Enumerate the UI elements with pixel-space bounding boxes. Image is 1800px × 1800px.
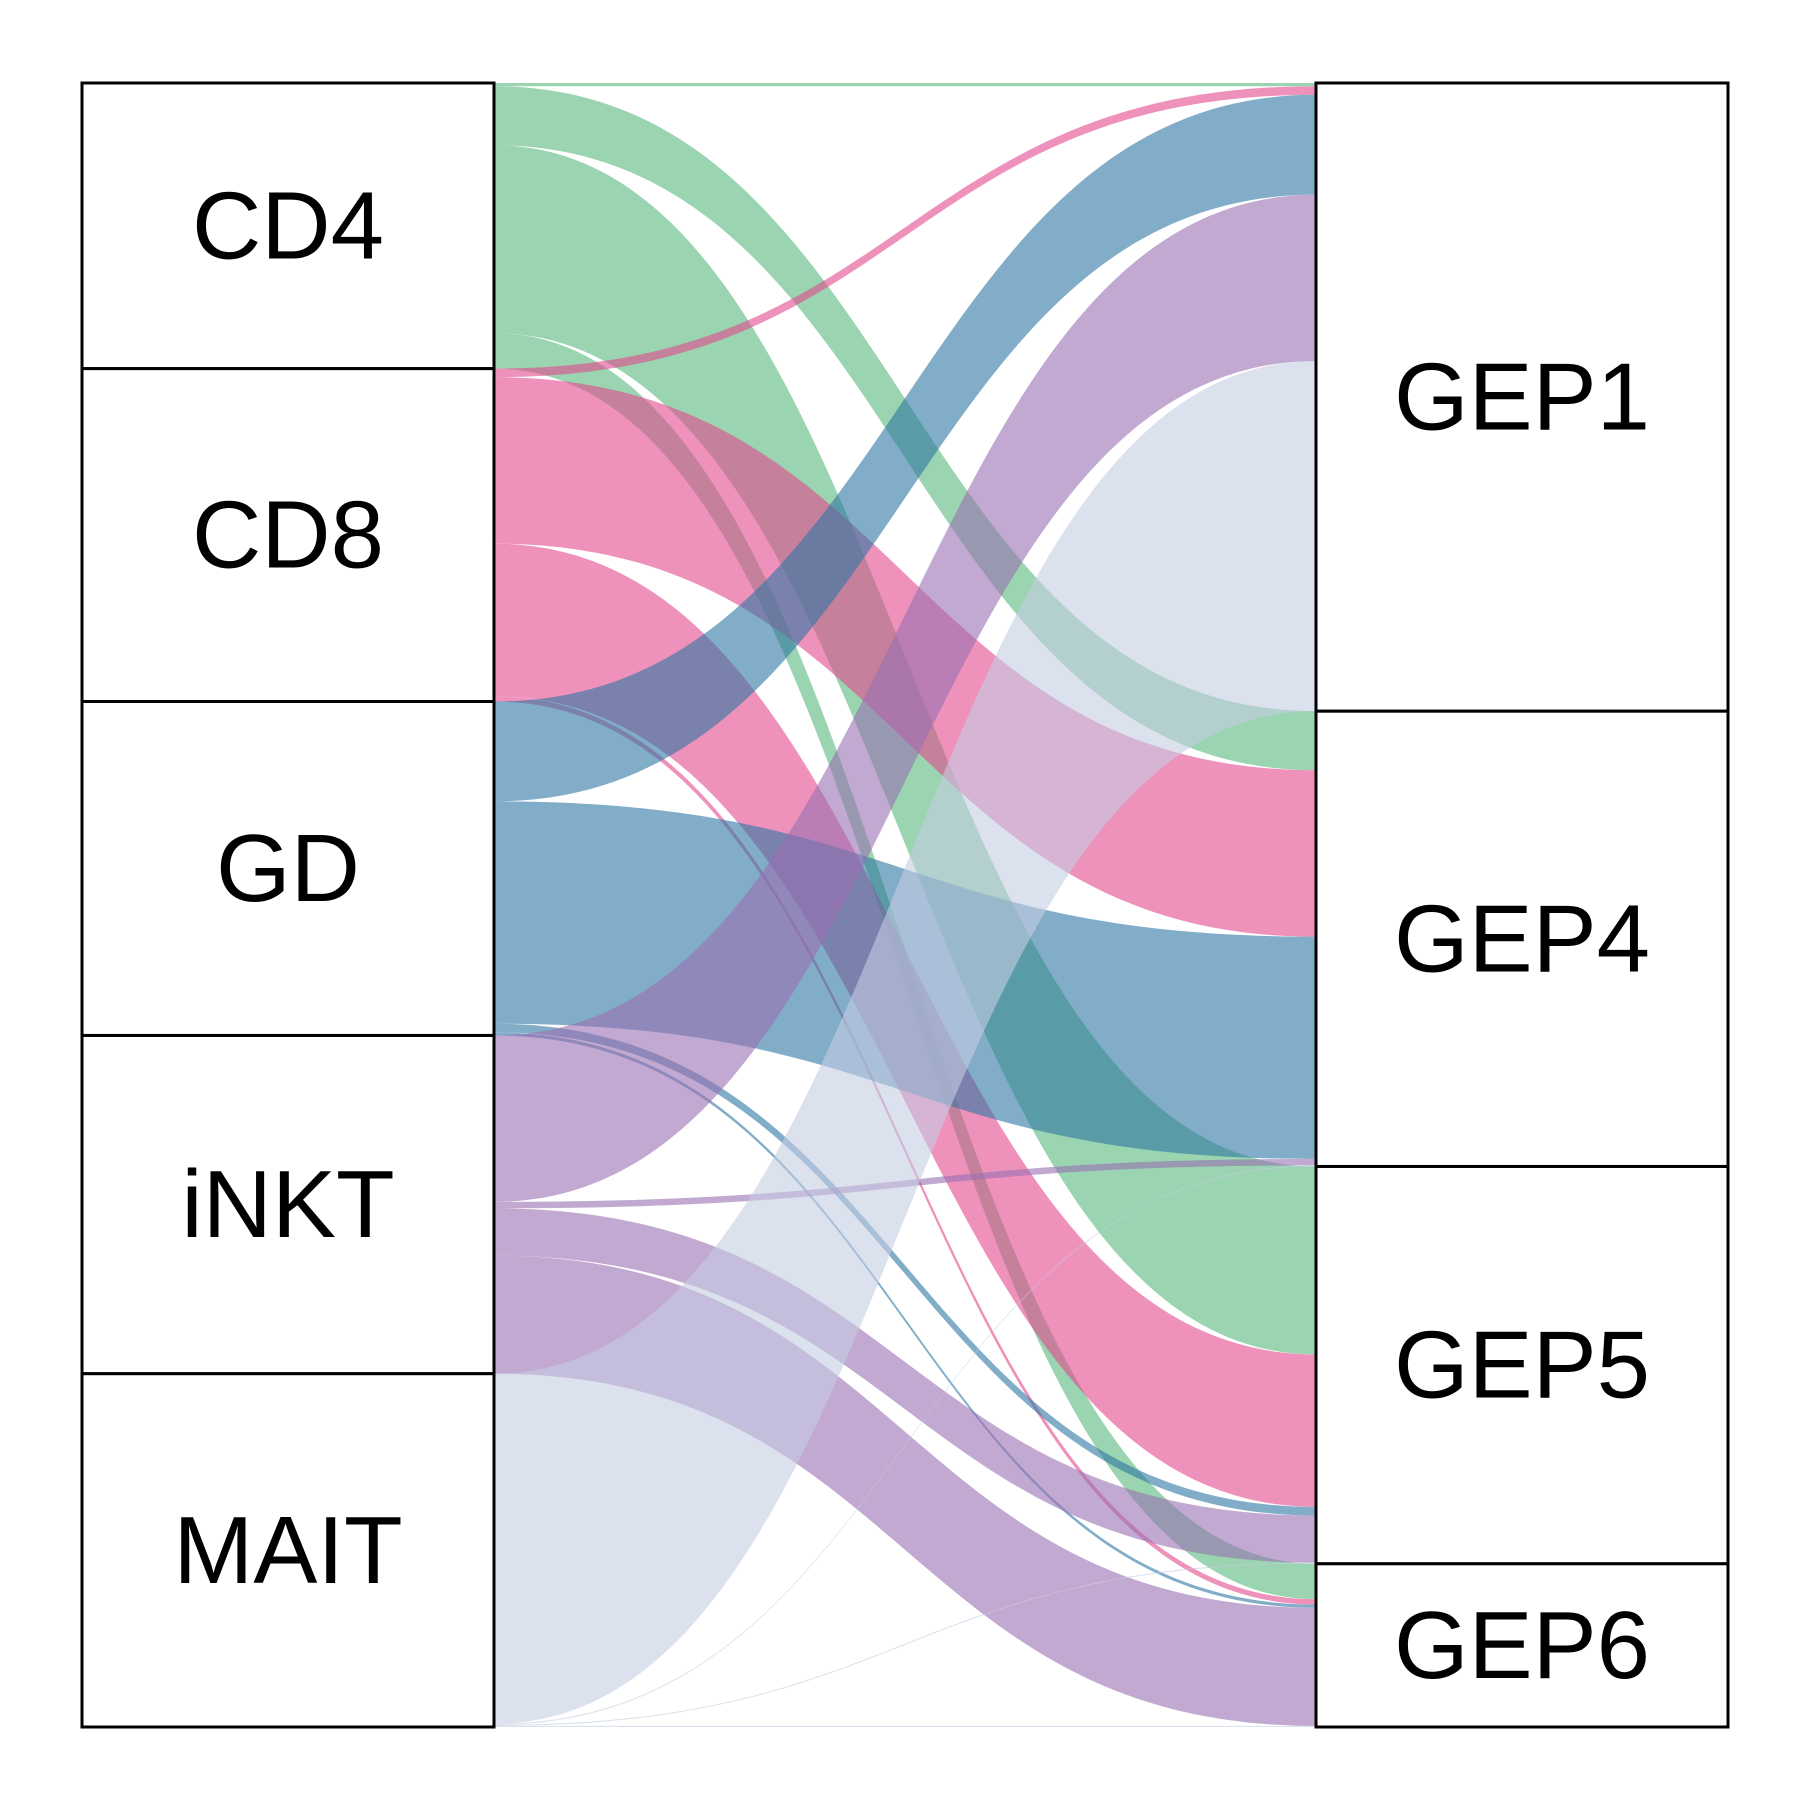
flows-layer — [494, 83, 1316, 1727]
flow-cd8-to-gep1 — [494, 86, 1316, 378]
left-stratum-box — [80, 1033, 496, 1376]
right-stratum-box — [1314, 1562, 1730, 1729]
flow-mait-to-gep6 — [494, 1725, 1316, 1727]
left-stratum-label: MAIT — [173, 1497, 402, 1604]
flow-gd-to-gep1 — [494, 94, 1316, 802]
right-stratum-gep1: GEP1 — [1314, 81, 1730, 713]
left-stratum-label: CD8 — [192, 482, 384, 589]
left-stratum-label: iNKT — [181, 1151, 394, 1258]
right-stratum-gep5: GEP5 — [1314, 1164, 1730, 1566]
left-stratum-label: GD — [216, 815, 360, 922]
right-stratum-box — [1314, 709, 1730, 1168]
left-stratum-box — [80, 700, 496, 1037]
nodes-layer: CD4 CD8 GD iNKT MAIT GEP1 GEP4 GEP5 GEP6 — [80, 81, 1730, 1729]
left-stratum-label: CD4 — [192, 172, 384, 279]
right-stratum-label: GEP4 — [1394, 885, 1650, 992]
flow-mait-to-gep5 — [494, 1562, 1316, 1726]
left-stratum-box — [80, 367, 496, 704]
right-stratum-label: GEP6 — [1394, 1592, 1650, 1699]
left-stratum-inkt: iNKT — [80, 1033, 496, 1376]
right-stratum-box — [1314, 81, 1730, 713]
left-stratum-cd4: CD4 — [80, 81, 496, 371]
right-stratum-box — [1314, 1164, 1730, 1566]
right-stratum-label: GEP1 — [1394, 344, 1650, 451]
right-stratum-gep4: GEP4 — [1314, 709, 1730, 1168]
flow-mait-to-gep4 — [494, 1165, 1316, 1725]
flow-gd-to-gep5 — [494, 1023, 1316, 1516]
flow-gd-to-gep6 — [494, 1032, 1316, 1608]
right-stratum-label: GEP5 — [1394, 1312, 1650, 1419]
left-stratum-cd8: CD8 — [80, 367, 496, 704]
flow-inkt-to-gep5 — [494, 1208, 1316, 1563]
left-stratum-box — [80, 1372, 496, 1729]
flow-inkt-to-gep1 — [494, 194, 1316, 1202]
right-stratum-gep6: GEP6 — [1314, 1562, 1730, 1729]
flow-mait-to-gep1 — [494, 361, 1316, 1724]
left-stratum-mait: MAIT — [80, 1372, 496, 1729]
flow-cd4-to-gep1 — [494, 83, 1316, 87]
left-stratum-gd: GD — [80, 700, 496, 1037]
